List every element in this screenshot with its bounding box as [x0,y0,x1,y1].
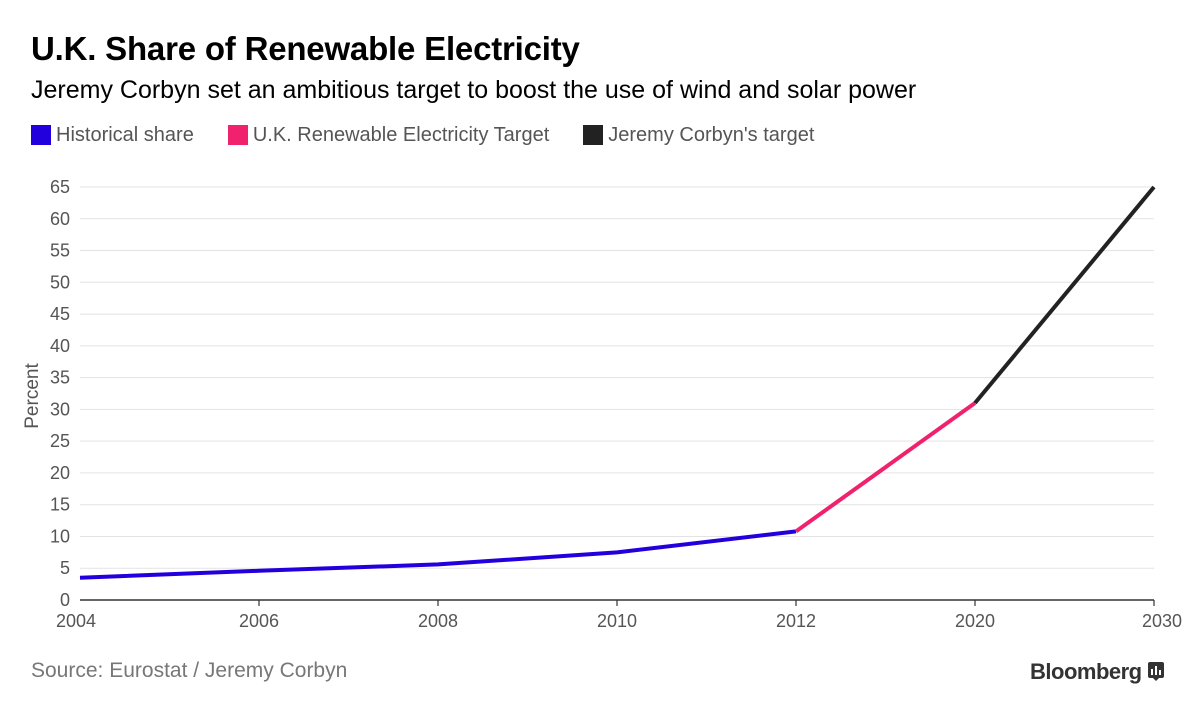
x-tick-label: 2004 [56,611,96,631]
brand-name: Bloomberg [1030,659,1142,684]
x-tick-label: 2020 [955,611,995,631]
source-note: Source: Eurostat / Jeremy Corbyn [31,659,348,682]
series-lines [79,185,1156,580]
y-tick-label: 25 [50,431,70,451]
legend-label-historical: Historical share [56,123,194,146]
x-tick-label: 2012 [776,611,816,631]
y-tick-label: 50 [50,272,70,292]
y-tick-label: 30 [50,399,70,419]
x-tick-label: 2010 [597,611,637,631]
y-axis-label: Percent [22,363,43,429]
chart-title: U.K. Share of Renewable Electricity [31,30,580,67]
y-axis-ticks: 0 5 10 15 20 25 30 35 40 45 50 55 60 65 [50,177,70,610]
legend-label-uk-target: U.K. Renewable Electricity Target [252,123,550,146]
x-axis-ticks: 2004 2006 2008 2010 2012 2020 2030 [56,600,1182,631]
y-tick-label: 20 [50,463,70,483]
legend-item-corbyn-target: Jeremy Corbyn's target [583,124,814,147]
legend-swatch-historical [31,125,51,145]
legend-item-historical: Historical share [31,124,194,147]
legend-swatch-uk-target [227,125,248,145]
y-tick-label: 15 [50,495,70,515]
legend: Historical share U.K. Renewable Electric… [31,122,848,148]
y-tick-label: 55 [50,241,70,261]
x-tick-label: 2006 [239,611,279,631]
y-tick-label: 45 [50,304,70,324]
y-tick-label: 60 [50,209,70,229]
brand-logo: Bloomberg [1030,659,1164,685]
x-tick-label: 2008 [418,611,458,631]
y-tick-label: 40 [50,336,70,356]
y-tick-label: 65 [50,177,70,197]
series-line-corbyn-target [973,185,1156,405]
series-line-uk-target [794,401,977,534]
bloomberg-terminal-icon [1147,662,1164,681]
y-tick-label: 5 [60,558,70,578]
y-tick-label: 0 [60,590,70,610]
y-tick-label: 35 [50,368,70,388]
legend-swatch-corbyn-target [583,125,604,145]
y-tick-label: 10 [50,526,70,546]
chart-subtitle: Jeremy Corbyn set an ambitious target to… [31,76,917,104]
series-line-historical [79,529,797,580]
legend-item-uk-target: U.K. Renewable Electricity Target [227,123,550,147]
x-tick-label: 2030 [1142,611,1182,631]
gridlines [80,186,1154,601]
legend-label-corbyn-target: Jeremy Corbyn's target [608,123,815,146]
